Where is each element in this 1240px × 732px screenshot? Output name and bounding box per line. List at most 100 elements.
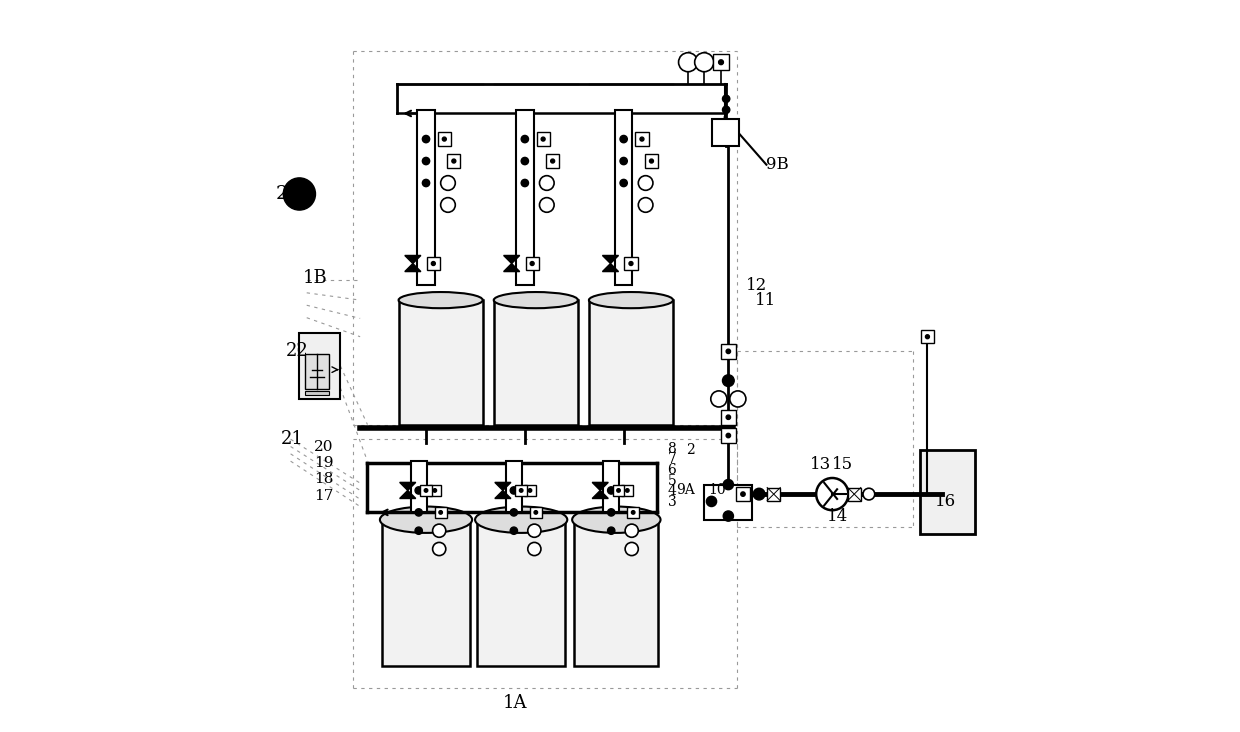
Circle shape (551, 159, 554, 163)
Text: 8: 8 (667, 441, 676, 456)
Bar (720, 344, 735, 359)
Text: 17: 17 (314, 488, 334, 503)
Bar (546, 154, 559, 168)
Circle shape (620, 135, 627, 143)
Circle shape (625, 542, 639, 556)
Bar (621, 485, 634, 496)
Circle shape (521, 179, 528, 187)
Circle shape (730, 391, 746, 407)
Bar (420, 485, 432, 496)
Bar (516, 110, 533, 285)
Text: 21: 21 (281, 430, 304, 448)
Text: 1B: 1B (303, 269, 327, 287)
Circle shape (631, 511, 635, 514)
Circle shape (415, 527, 423, 534)
Bar (506, 461, 522, 512)
Text: 12: 12 (746, 277, 768, 294)
Ellipse shape (475, 507, 567, 533)
Circle shape (539, 198, 554, 212)
Circle shape (443, 137, 446, 141)
Circle shape (423, 179, 430, 187)
Bar (494, 300, 578, 425)
Circle shape (423, 135, 430, 143)
Bar (613, 485, 625, 496)
Bar (477, 520, 565, 666)
Bar (299, 333, 340, 399)
Circle shape (528, 489, 532, 492)
Bar (305, 391, 329, 395)
Bar (525, 485, 536, 496)
Circle shape (640, 137, 644, 141)
Circle shape (608, 527, 615, 534)
Text: 6: 6 (667, 463, 676, 477)
Polygon shape (404, 264, 420, 272)
Polygon shape (603, 255, 619, 264)
Circle shape (451, 159, 456, 163)
Polygon shape (495, 482, 511, 490)
Circle shape (816, 478, 848, 510)
Circle shape (727, 433, 730, 438)
Bar (417, 110, 435, 285)
Bar (768, 488, 780, 501)
Text: 19: 19 (314, 455, 334, 470)
Bar (625, 257, 637, 270)
Circle shape (620, 179, 627, 187)
Circle shape (678, 53, 698, 72)
Bar (589, 300, 673, 425)
Ellipse shape (589, 292, 673, 308)
Circle shape (283, 178, 315, 210)
Text: 14: 14 (827, 507, 848, 525)
Circle shape (440, 176, 455, 190)
Ellipse shape (494, 292, 578, 308)
Circle shape (521, 135, 528, 143)
Bar (574, 520, 658, 666)
Bar (627, 507, 639, 518)
Circle shape (424, 489, 428, 492)
Bar (526, 257, 538, 270)
Circle shape (650, 159, 653, 163)
Text: 11: 11 (755, 291, 776, 309)
Bar (398, 300, 482, 425)
Circle shape (433, 489, 436, 492)
Circle shape (727, 349, 730, 354)
Text: 9B: 9B (766, 156, 789, 173)
Circle shape (863, 488, 874, 500)
Bar (720, 410, 735, 425)
Text: 3: 3 (667, 495, 676, 509)
Circle shape (629, 261, 632, 266)
Bar (704, 485, 751, 520)
Circle shape (528, 524, 541, 537)
Bar (435, 507, 446, 518)
Circle shape (753, 488, 765, 500)
Text: 13: 13 (810, 456, 832, 474)
Circle shape (707, 496, 717, 507)
Circle shape (432, 261, 435, 266)
Circle shape (620, 157, 627, 165)
Circle shape (440, 198, 455, 212)
Polygon shape (503, 255, 520, 264)
Polygon shape (593, 482, 609, 490)
Bar (516, 485, 527, 496)
Text: 16: 16 (935, 493, 956, 510)
Circle shape (423, 157, 430, 165)
Circle shape (719, 60, 723, 64)
Circle shape (510, 487, 517, 494)
Ellipse shape (398, 292, 482, 308)
Circle shape (639, 176, 653, 190)
Circle shape (625, 524, 639, 537)
Circle shape (723, 95, 730, 102)
Bar (427, 257, 440, 270)
Circle shape (625, 489, 629, 492)
Bar (305, 354, 329, 389)
Bar (920, 450, 975, 534)
Circle shape (723, 511, 734, 521)
Text: 23: 23 (277, 185, 301, 203)
Bar (537, 132, 549, 146)
Polygon shape (495, 490, 511, 498)
Text: 20: 20 (314, 439, 334, 454)
Text: 7: 7 (667, 452, 677, 466)
Circle shape (711, 391, 727, 407)
Circle shape (534, 511, 538, 514)
Circle shape (510, 509, 517, 516)
Bar (921, 330, 934, 343)
